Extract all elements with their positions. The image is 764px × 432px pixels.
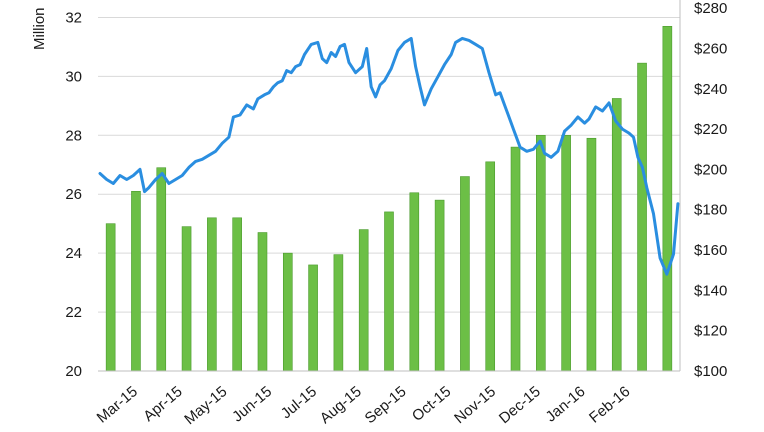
bar — [181, 226, 192, 372]
left-tick-label: 20 — [65, 363, 82, 380]
bar — [282, 252, 293, 372]
bar — [460, 176, 470, 372]
bar — [156, 167, 167, 372]
left-axis-label: Million — [31, 7, 48, 50]
right-tick-label: $180 — [694, 202, 727, 219]
bar — [384, 211, 394, 372]
bar — [358, 229, 369, 372]
x-tick-label: Jun-15 — [229, 383, 275, 426]
x-tick-label: Dec-15 — [496, 383, 544, 427]
bar — [131, 190, 141, 372]
bar — [434, 199, 445, 372]
bar — [257, 232, 268, 372]
x-tick-label: Sep-15 — [362, 383, 410, 427]
bar — [485, 161, 496, 372]
bar — [105, 223, 116, 372]
x-tick-label: Oct-15 — [409, 383, 454, 425]
right-tick-label: $240 — [694, 81, 727, 98]
bar — [536, 135, 546, 372]
x-tick-label: Apr-15 — [140, 383, 185, 425]
right-tick-label: $220 — [694, 121, 727, 138]
right-axis: $100 $120 $140 $160 $180 $200 $220 $240 $260 $280 — [679, 0, 727, 380]
bar-series — [105, 25, 673, 372]
bar — [510, 146, 521, 372]
bar — [333, 254, 344, 372]
price-line — [98, 36, 680, 276]
x-tick-label: May-15 — [181, 383, 230, 428]
bar — [207, 217, 217, 372]
left-tick-label: 32 — [65, 9, 82, 26]
bar — [561, 135, 571, 372]
bar — [586, 137, 597, 372]
right-tick-label: $280 — [694, 0, 727, 17]
x-tick-label: Nov-15 — [451, 383, 499, 427]
right-tick-label: $120 — [694, 323, 727, 340]
right-tick-label: $100 — [694, 363, 727, 380]
right-tick-label: $140 — [694, 282, 727, 299]
left-tick-label: 24 — [65, 245, 82, 262]
right-tick-label: $160 — [694, 242, 727, 259]
left-tick-label: 30 — [65, 68, 82, 85]
left-tick-label: 26 — [65, 186, 82, 203]
line-series — [98, 36, 680, 276]
right-tick-label: $200 — [694, 161, 727, 178]
bar — [637, 62, 647, 372]
x-tick-label: Aug-15 — [317, 383, 365, 427]
bar — [308, 264, 318, 372]
bar — [662, 25, 673, 372]
bar — [409, 192, 420, 372]
x-tick-label: Mar-15 — [94, 383, 141, 427]
left-axis: 20 22 24 26 28 30 32 — [65, 9, 82, 380]
x-tick-label: Feb-16 — [586, 383, 633, 427]
x-tick-label: Jan-16 — [543, 383, 589, 426]
left-tick-label: 28 — [65, 127, 82, 144]
right-tick-label: $260 — [694, 40, 727, 57]
left-tick-label: 22 — [65, 304, 82, 321]
bar — [232, 217, 242, 372]
x-tick-label: Jul-15 — [278, 383, 320, 422]
bar — [611, 98, 622, 372]
